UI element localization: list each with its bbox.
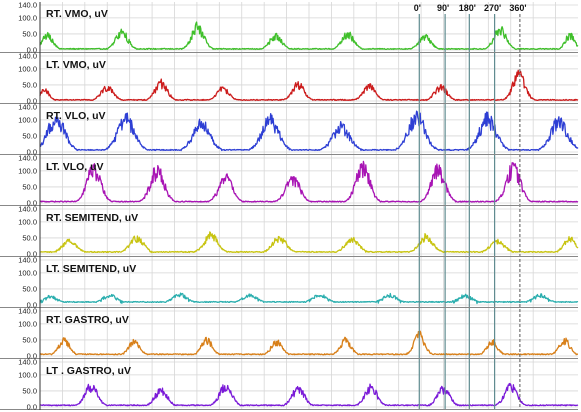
phase-marker-label: 180' (459, 3, 476, 13)
panel-label: LT . GASTRO, uV (46, 365, 131, 377)
y-tick-label: 0.0 (27, 199, 37, 208)
phase-marker-label: 90' (437, 3, 449, 13)
y-tick-label: 50.0 (22, 131, 37, 140)
panel-label: RT. VLO, uV (46, 110, 106, 122)
panel-label: RT. SEMITEND, uV (46, 212, 138, 224)
y-tick-label: 100.0 (18, 268, 37, 277)
y-tick-label: 100.0 (18, 370, 37, 379)
phase-marker-label: 0' (414, 3, 421, 13)
y-tick-label: 100.0 (18, 13, 37, 22)
panel-label: RT. VMO, uV (46, 8, 108, 20)
emg-trace-line (39, 110, 579, 152)
y-tick-label: 100.0 (18, 319, 37, 328)
y-tick-label: 50.0 (22, 182, 37, 191)
panel-label: LT. VLO, uV (46, 161, 104, 173)
panel-label: LT. SEMITEND, uV (46, 263, 136, 275)
y-tick-label: 0.0 (27, 148, 37, 157)
y-tick-label: 140.0 (18, 1, 37, 10)
y-tick-label: 140.0 (18, 205, 37, 214)
emg-trace-line (39, 382, 579, 407)
trace-layer (39, 21, 579, 407)
phase-marker-layer (418, 14, 521, 410)
y-tick-label: 50.0 (22, 284, 37, 293)
y-tick-label: 100.0 (18, 217, 37, 226)
y-tick-label: 140.0 (18, 256, 37, 265)
y-tick-label: 0.0 (27, 46, 37, 55)
panel-label: RT. GASTRO, uV (46, 314, 129, 326)
panel-label: LT. VMO, uV (46, 59, 106, 71)
phase-marker-label: 360' (509, 3, 526, 13)
emg-trace-line (39, 231, 579, 254)
emg-trace-line (39, 21, 579, 51)
y-tick-label: 0.0 (27, 301, 37, 310)
phase-marker-label: 270' (484, 3, 501, 13)
y-tick-label: 100.0 (18, 166, 37, 175)
y-tick-label: 50.0 (22, 29, 37, 38)
y-tick-label: 0.0 (27, 97, 37, 106)
y-tick-label: 100.0 (18, 115, 37, 124)
y-tick-label: 140.0 (18, 103, 37, 112)
emg-trace-line (39, 160, 579, 203)
y-tick-label: 0.0 (27, 403, 37, 412)
y-tick-label: 140.0 (18, 307, 37, 316)
y-tick-label: 0.0 (27, 250, 37, 259)
y-tick-label: 50.0 (22, 335, 37, 344)
y-tick-label: 50.0 (22, 386, 37, 395)
emg-trace-line (39, 330, 579, 356)
y-tick-label: 50.0 (22, 80, 37, 89)
y-tick-label: 0.0 (27, 352, 37, 361)
y-tick-label: 50.0 (22, 233, 37, 242)
y-tick-label: 100.0 (18, 64, 37, 73)
y-tick-label: 140.0 (18, 154, 37, 163)
y-tick-label: 140.0 (18, 358, 37, 367)
label-layer: 0.0 50.0 100.0 140.0 RT. VMO, uV 0.0 50.0 100.0… (18, 1, 526, 412)
y-tick-label: 140.0 (18, 52, 37, 61)
emg-trace-line (39, 292, 579, 305)
emg-trace-line (39, 69, 579, 102)
